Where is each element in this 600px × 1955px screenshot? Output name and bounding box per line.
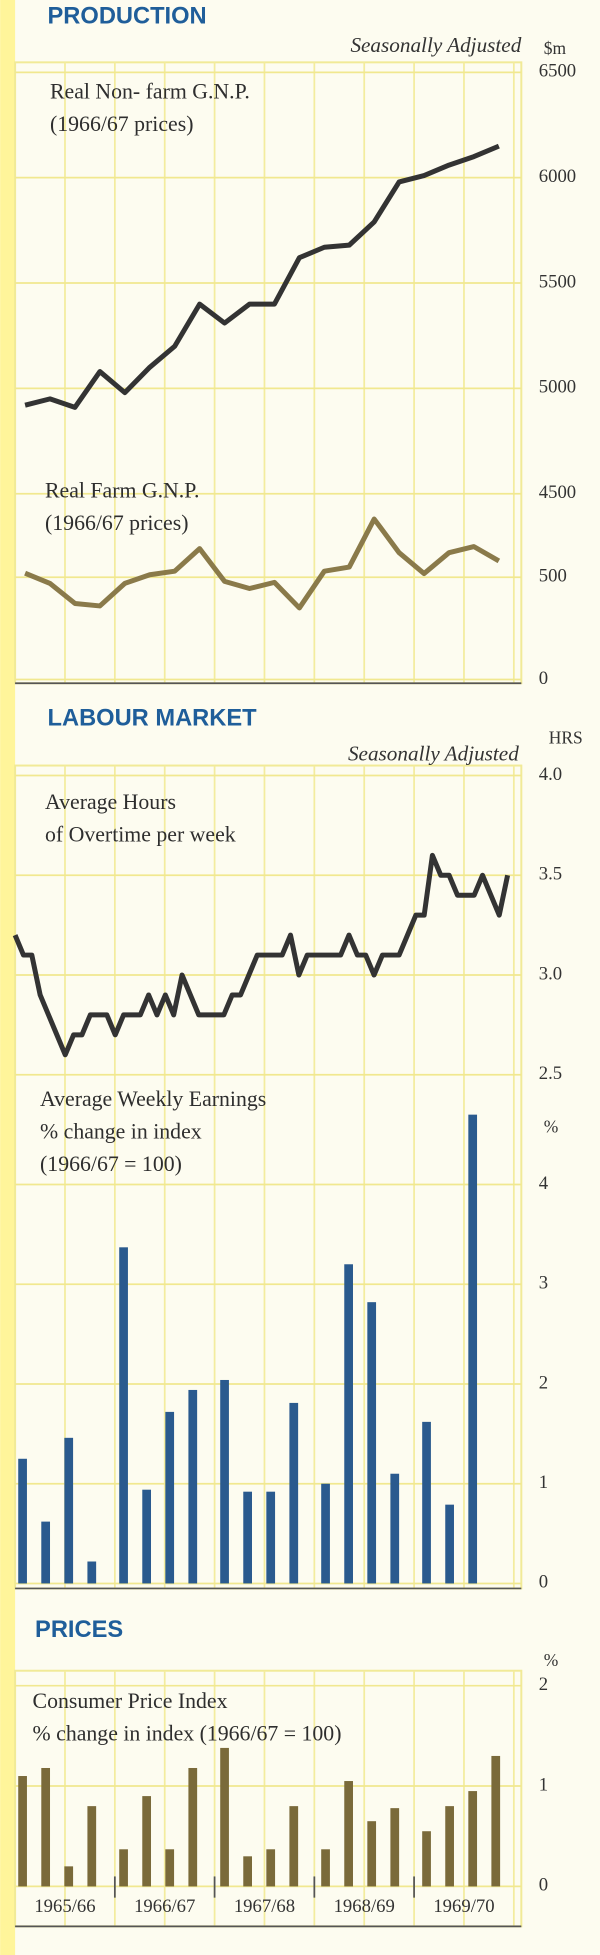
y-tick-label: 2.5 [539, 1063, 562, 1084]
chart-title: (1966/67 prices) [45, 511, 188, 535]
bar [119, 1849, 128, 1887]
y-tick-label: 0 [539, 1572, 548, 1593]
bar [289, 1806, 299, 1887]
bar [64, 1437, 74, 1584]
y-tick-label: 6500 [539, 61, 576, 82]
section-subtitle: Seasonally Adjusted [348, 741, 519, 765]
y-tick-label: 3.0 [539, 963, 562, 984]
section-title: PRODUCTION [48, 4, 207, 30]
y-tick-label: 2 [539, 1372, 548, 1393]
bar [87, 1806, 97, 1887]
bar [119, 1247, 128, 1584]
y-tick-label: 5000 [539, 377, 576, 398]
chart-title: Real Farm G.N.P. [45, 478, 199, 502]
bar [468, 1791, 478, 1887]
x-tick-label: 1965/66 [34, 1896, 95, 1917]
bar [220, 1379, 229, 1584]
bar [188, 1767, 198, 1887]
bar [468, 1114, 478, 1584]
x-tick-label: 1967/68 [234, 1896, 295, 1917]
y-tick-label: 500 [539, 566, 567, 587]
bar [367, 1302, 377, 1584]
line [24, 143, 500, 410]
bar [289, 1402, 299, 1584]
bar [18, 1776, 27, 1887]
chart-title: (1966/67 = 100) [40, 1152, 182, 1176]
y-tick-label: 4 [539, 1173, 549, 1194]
bar [142, 1489, 152, 1584]
margin-strip [0, 0, 16, 1955]
bar [266, 1491, 276, 1584]
x-tick-label: 1966/67 [134, 1896, 195, 1917]
bar [243, 1491, 252, 1584]
axis-unit: $m [544, 38, 567, 58]
bar [142, 1796, 152, 1887]
chart-title: of Overtime per week [45, 823, 236, 847]
bar [344, 1264, 353, 1584]
y-tick-label: 4500 [539, 482, 576, 503]
line [12, 852, 511, 1058]
chart-title: Consumer Price Index [33, 1689, 228, 1713]
bar [390, 1473, 400, 1584]
bar [41, 1521, 51, 1584]
bar [87, 1561, 97, 1584]
y-tick-label: 4.0 [539, 764, 562, 785]
bar [422, 1421, 431, 1584]
y-tick-label: 1 [539, 1774, 548, 1795]
line [24, 516, 501, 611]
bar [390, 1808, 400, 1887]
axis-unit: % [544, 1116, 559, 1136]
y-tick-label: 6000 [539, 166, 576, 187]
bar [220, 1747, 229, 1887]
bar [18, 1458, 27, 1584]
bar [266, 1849, 276, 1887]
chart-title: % change in index (1966/67 = 100) [33, 1722, 342, 1746]
bar [321, 1849, 330, 1887]
x-tick-label: 1969/70 [433, 1896, 494, 1917]
section-title: PRICES [35, 1617, 123, 1643]
bar [321, 1483, 330, 1584]
y-tick-label: 0 [539, 668, 548, 689]
section-title: LABOUR MARKET [48, 706, 258, 732]
bar [422, 1831, 431, 1887]
y-tick-label: 3.5 [539, 864, 562, 885]
bar [445, 1504, 454, 1584]
y-tick-label: 1 [539, 1472, 548, 1493]
bar [165, 1411, 175, 1584]
y-tick-label: 2 [539, 1674, 548, 1695]
chart-title: Average Weekly Earnings [40, 1087, 266, 1111]
section-subtitle: Seasonally Adjusted [350, 33, 521, 57]
bar [41, 1767, 51, 1887]
bar [64, 1866, 74, 1887]
bar [491, 1755, 501, 1887]
bar [344, 1781, 353, 1887]
bar [165, 1849, 175, 1887]
bar [367, 1821, 377, 1887]
axis-unit: HRS [549, 727, 583, 747]
bar [445, 1806, 454, 1887]
chart-title: Average Hours [45, 790, 176, 814]
chart-title: (1966/67 prices) [50, 112, 193, 136]
y-tick-label: 0 [539, 1875, 548, 1896]
chart-title: % change in index [40, 1119, 202, 1143]
bar [243, 1856, 252, 1887]
chart-title: Real Non- farm G.N.P. [50, 80, 250, 104]
bar [188, 1389, 198, 1584]
y-tick-label: 5500 [539, 271, 576, 292]
axis-unit: % [544, 1650, 559, 1670]
x-tick-label: 1968/69 [334, 1896, 395, 1917]
y-tick-label: 3 [539, 1273, 548, 1294]
